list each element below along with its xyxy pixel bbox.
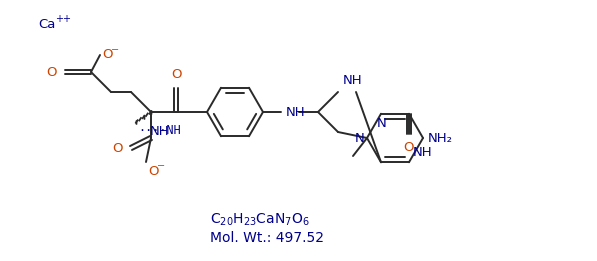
Text: O: O [102,49,112,62]
Text: NH: NH [343,74,362,87]
Text: O: O [148,165,158,178]
Text: NH₂: NH₂ [428,132,453,145]
Text: Ca: Ca [38,18,56,31]
Text: NH: NH [150,125,170,138]
Text: O: O [47,66,57,79]
Text: NH: NH [413,146,433,159]
Text: O: O [112,141,123,155]
Text: N: N [377,117,387,130]
Text: NH: NH [286,105,306,118]
Text: Mol. Wt.: 497.52: Mol. Wt.: 497.52 [210,231,324,245]
Text: O: O [404,141,414,154]
Text: N: N [355,132,365,145]
Text: −: − [111,45,119,55]
Text: C$_{20}$H$_{23}$CaN$_{7}$O$_{6}$: C$_{20}$H$_{23}$CaN$_{7}$O$_{6}$ [210,212,310,228]
Text: −: − [157,161,165,171]
Text: ····NH: ····NH [138,124,181,137]
Text: O: O [171,68,181,81]
Text: ++: ++ [55,14,71,24]
